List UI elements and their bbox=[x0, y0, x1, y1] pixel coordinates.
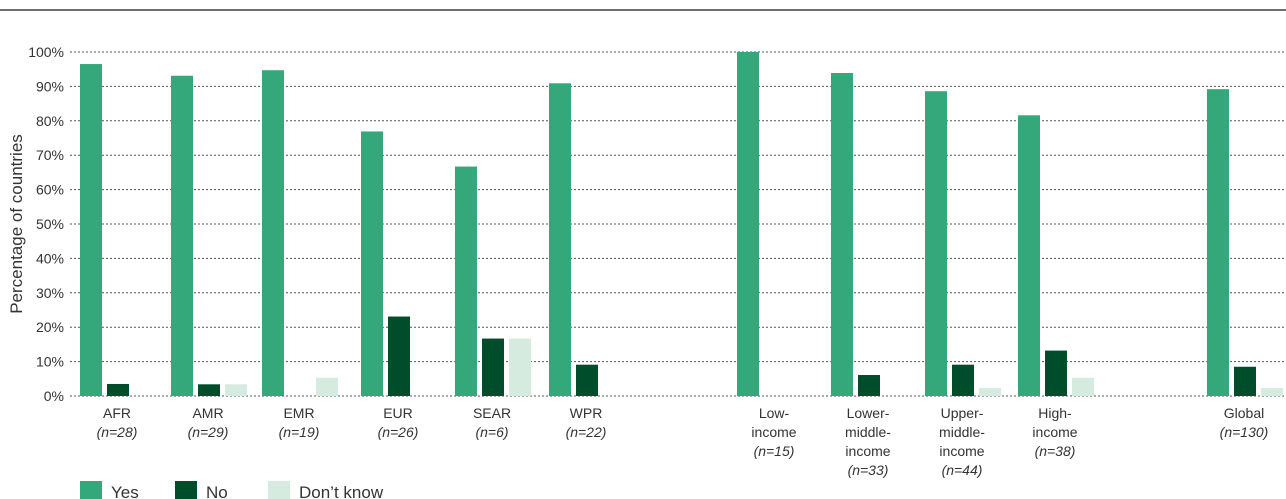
bar-dont-know bbox=[509, 338, 531, 396]
y-tick-label: 30% bbox=[36, 285, 64, 301]
category-label: Global bbox=[1224, 405, 1264, 421]
category-label: Upper-middle-income bbox=[939, 405, 985, 459]
y-tick-label: 60% bbox=[36, 182, 64, 198]
bar-yes bbox=[737, 52, 759, 396]
category-n-label: (n=22) bbox=[566, 424, 607, 440]
bar-no bbox=[858, 375, 880, 396]
category-n-label: (n=15) bbox=[754, 443, 795, 459]
category-label: EMR bbox=[283, 405, 314, 421]
bar-dont-know bbox=[225, 384, 247, 396]
bar-yes bbox=[171, 75, 193, 397]
y-tick-label: 70% bbox=[36, 147, 64, 163]
bar-no bbox=[107, 383, 129, 396]
y-tick-label: 80% bbox=[36, 113, 64, 129]
bar-no bbox=[198, 384, 220, 396]
legend-swatch-no bbox=[175, 481, 197, 499]
bar-yes bbox=[925, 91, 947, 396]
bar-yes bbox=[1018, 115, 1040, 397]
category-label: WPR bbox=[570, 405, 603, 421]
category-label: AFR bbox=[103, 405, 131, 421]
bar-no bbox=[952, 364, 974, 396]
y-tick-label: 50% bbox=[36, 216, 64, 232]
category-n-label: (n=19) bbox=[279, 424, 320, 440]
category-labels: AFR (n=28) AMR (n=29) EMR (n=19) EUR (n=26) SEAR… bbox=[97, 405, 1269, 478]
bar-no bbox=[1234, 366, 1256, 396]
y-tick-label: 20% bbox=[36, 319, 64, 335]
bar-yes bbox=[831, 72, 853, 396]
bar-dont-know bbox=[1261, 388, 1283, 396]
bar-dont-know bbox=[979, 388, 1001, 396]
bar-yes bbox=[80, 64, 102, 396]
y-axis-label: Percentage of countries bbox=[7, 134, 26, 314]
category-n-label: (n=33) bbox=[848, 462, 889, 478]
category-n-label: (n=44) bbox=[942, 462, 983, 478]
category-n-label: (n=26) bbox=[378, 424, 419, 440]
bar-no bbox=[1045, 350, 1067, 396]
category-label: Lower-middle-income bbox=[845, 405, 891, 459]
bar-yes bbox=[262, 70, 284, 397]
category-n-label: (n=29) bbox=[188, 424, 229, 440]
category-n-label: (n=38) bbox=[1035, 443, 1076, 459]
legend-label-no: No bbox=[206, 483, 228, 499]
y-axis-ticks: 0% 10% 20% 30% 40% 50% 60% 70% 80% 90% 100% bbox=[28, 44, 64, 404]
bar-dont-know bbox=[316, 377, 338, 396]
bar-no bbox=[388, 316, 410, 396]
legend-swatch-dont-know bbox=[268, 481, 290, 499]
category-n-label: (n=130) bbox=[1220, 424, 1269, 440]
bar-no bbox=[482, 338, 504, 396]
y-tick-label: 40% bbox=[36, 250, 64, 266]
legend-label-yes: Yes bbox=[111, 483, 139, 499]
bar-yes bbox=[361, 131, 383, 397]
y-tick-label: 100% bbox=[28, 44, 64, 60]
legend: Yes No Don’t know bbox=[80, 481, 384, 499]
legend-swatch-yes bbox=[80, 481, 102, 499]
bar-yes bbox=[1207, 89, 1229, 396]
bar-dont-know bbox=[1072, 377, 1094, 396]
bar-yes bbox=[455, 166, 477, 396]
gridlines bbox=[70, 51, 1286, 397]
category-n-label: (n=28) bbox=[97, 424, 138, 440]
category-label: AMR bbox=[192, 405, 223, 421]
category-label: EUR bbox=[383, 405, 413, 421]
y-tick-label: 10% bbox=[36, 354, 64, 370]
bar-no bbox=[576, 364, 598, 396]
bars bbox=[80, 52, 1283, 397]
legend-label-dont-know: Don’t know bbox=[299, 483, 384, 499]
category-label: SEAR bbox=[473, 405, 511, 421]
category-n-label: (n=6) bbox=[475, 424, 508, 440]
category-label: High-income bbox=[1032, 405, 1077, 440]
bar-yes bbox=[549, 83, 571, 396]
y-tick-label: 90% bbox=[36, 78, 64, 94]
y-tick-label: 0% bbox=[44, 388, 64, 404]
category-label: Low-income bbox=[751, 405, 796, 440]
